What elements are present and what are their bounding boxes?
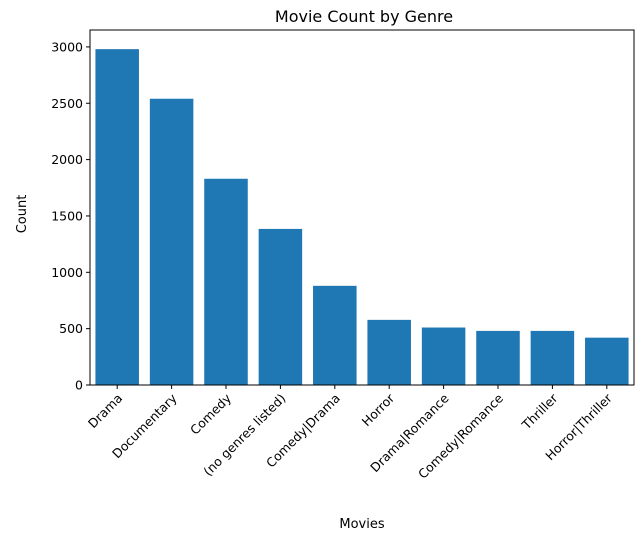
bar-9 xyxy=(530,330,575,385)
bar-4 xyxy=(258,228,303,385)
x-tick-label: Drama xyxy=(85,391,125,431)
x-tick-label: Thriller xyxy=(518,390,561,433)
bars-group xyxy=(95,49,629,386)
bar-2 xyxy=(149,98,194,385)
y-axis: 0 500 1000 1500 2000 2500 3000 xyxy=(51,39,90,393)
y-tick-label: 500 xyxy=(59,321,83,336)
bar-3 xyxy=(204,178,248,385)
bar-1 xyxy=(95,49,139,386)
y-tick-label: 2000 xyxy=(51,152,83,167)
y-tick-label: 1500 xyxy=(51,208,83,223)
bar-6 xyxy=(367,319,411,385)
bar-5 xyxy=(313,285,357,385)
y-tick-label: 0 xyxy=(75,378,83,393)
x-tick-label: Comedy xyxy=(187,390,235,438)
chart-title: Movie Count by Genre xyxy=(275,7,453,26)
bar-8 xyxy=(476,330,520,385)
x-tick-label: Horror xyxy=(359,390,398,429)
y-tick-label: 3000 xyxy=(51,39,83,54)
x-axis-label: Movies xyxy=(339,517,384,532)
plot-frame xyxy=(89,29,635,386)
y-axis-label: Count xyxy=(15,195,30,234)
bar-7 xyxy=(421,327,466,385)
y-tick-label: 2500 xyxy=(51,96,83,111)
bar-10 xyxy=(585,337,629,385)
y-tick-label: 1000 xyxy=(51,265,83,280)
